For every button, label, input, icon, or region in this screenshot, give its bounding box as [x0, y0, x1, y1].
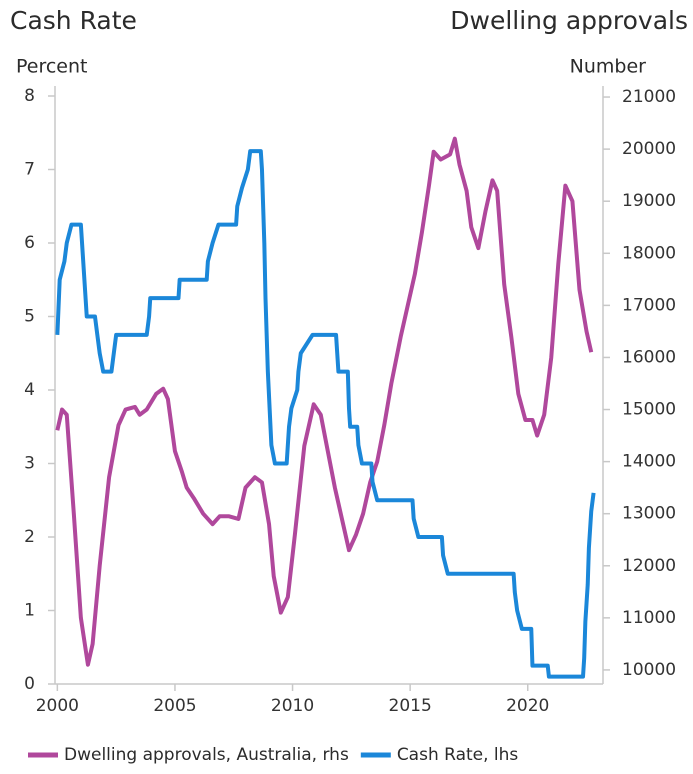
y2-tick-label: 19000 [622, 191, 676, 211]
left-title: Cash Rate [10, 6, 137, 35]
y2-tick-label: 15000 [622, 400, 676, 420]
y-tick-label: 6 [24, 233, 35, 253]
y-tick-label: 1 [24, 601, 35, 621]
y2-axis-label: Number [570, 56, 647, 78]
y-tick-label: 5 [24, 307, 35, 327]
y2-tick-label: 10000 [622, 660, 676, 680]
y2-tick-label: 17000 [622, 295, 676, 315]
y-axis-label: Percent [16, 56, 88, 78]
right-title: Dwelling approvals [450, 6, 688, 35]
x-tick-label: 2020 [506, 696, 549, 716]
legend-label: Cash Rate, lhs [397, 745, 519, 765]
y2-tick-label: 16000 [622, 347, 676, 367]
y-tick-label: 2 [24, 527, 35, 547]
y2-tick-label: 18000 [622, 243, 676, 263]
y2-tick-label: 12000 [622, 556, 676, 576]
y-tick-label: 4 [24, 380, 35, 400]
y2-tick-label: 20000 [622, 139, 676, 159]
x-tick-label: 2015 [389, 696, 432, 716]
series-line [55, 149, 596, 679]
y-tick-label: 8 [24, 86, 35, 106]
series-line [55, 136, 594, 667]
y-tick-label: 3 [24, 454, 35, 474]
y-tick-label: 0 [24, 674, 35, 694]
x-tick-label: 2000 [36, 696, 79, 716]
y2-tick-label: 21000 [622, 87, 676, 107]
x-tick-label: 2005 [153, 696, 196, 716]
y2-tick-label: 13000 [622, 504, 676, 524]
y2-tick-label: 14000 [622, 452, 676, 472]
x-tick-label: 2010 [271, 696, 314, 716]
y2-tick-label: 11000 [622, 608, 676, 628]
y-tick-label: 7 [24, 160, 35, 180]
legend-label: Dwelling approvals, Australia, rhs [64, 745, 349, 765]
